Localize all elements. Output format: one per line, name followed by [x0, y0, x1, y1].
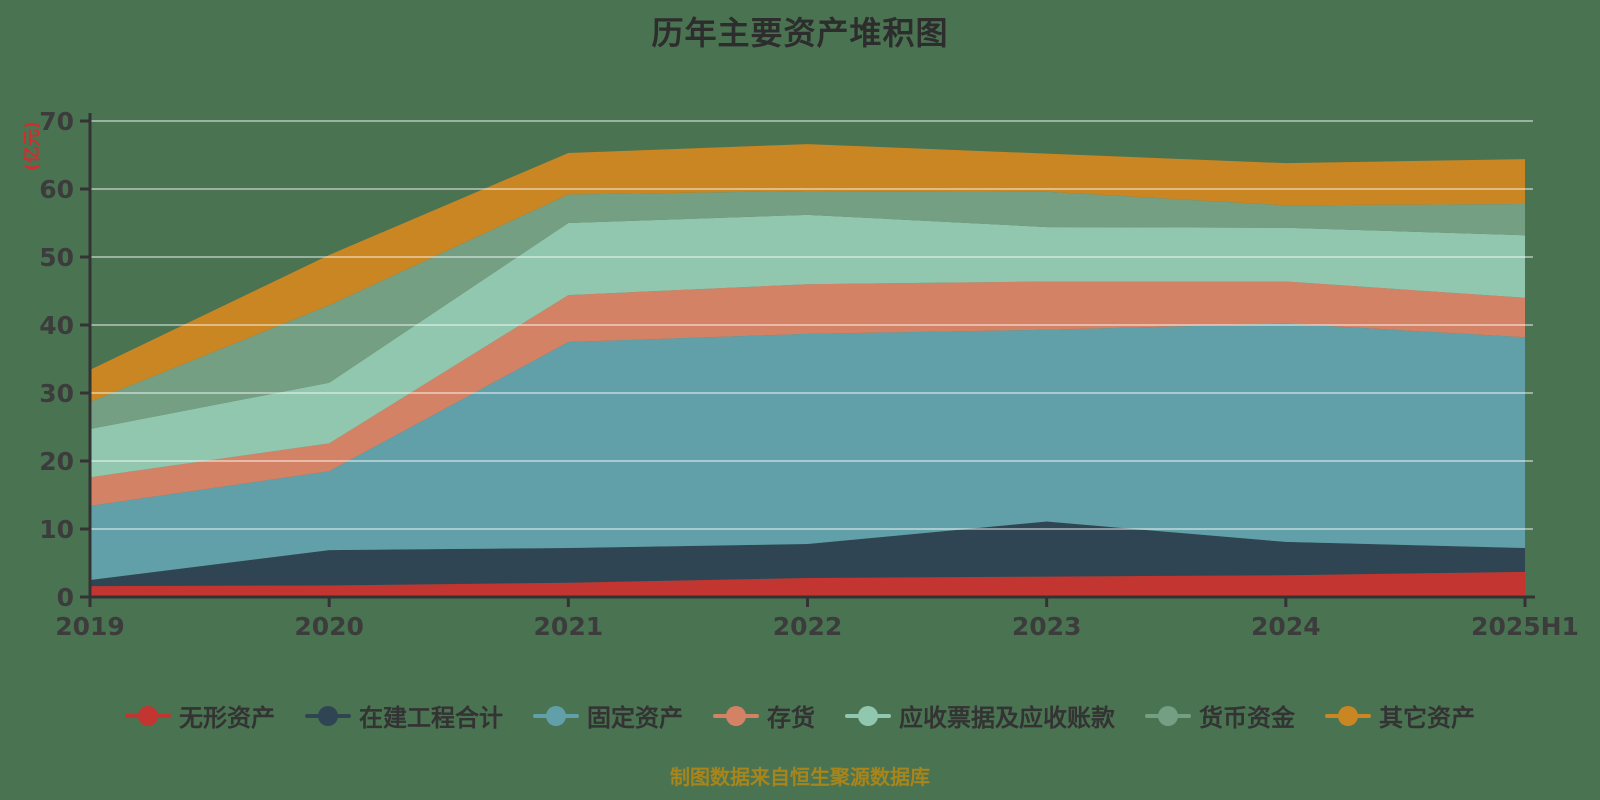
legend-marker-icon	[305, 705, 351, 727]
legend-marker-icon	[845, 705, 891, 727]
legend-marker-icon	[125, 705, 171, 727]
y-tick-label: 0	[57, 583, 74, 612]
legend-label: 存货	[767, 704, 815, 732]
legend-item-固定资产[interactable]: 固定资产	[533, 698, 683, 733]
legend-label: 应收票据及应收账款	[899, 704, 1115, 732]
legend-item-应收票据及应收账款[interactable]: 应收票据及应收账款	[845, 698, 1115, 733]
x-tick-label: 2023	[1012, 612, 1082, 641]
area-应收票据及应收账款[interactable]	[90, 214, 1525, 478]
chart-legend: 无形资产 在建工程合计 固定资产 存货 应收票据及应收账款 货币资金 其它资产	[0, 698, 1600, 733]
x-tick-label: 2024	[1251, 612, 1321, 641]
y-tick-label: 40	[39, 311, 74, 340]
area-存货[interactable]	[90, 281, 1525, 506]
legend-label: 固定资产	[587, 704, 683, 732]
area-货币资金[interactable]	[90, 191, 1525, 430]
y-tick-label: 10	[39, 515, 74, 544]
y-tick-label: 50	[39, 243, 74, 272]
legend-label: 其它资产	[1379, 704, 1475, 732]
x-tick-label: 2025H1	[1471, 612, 1579, 641]
legend-item-存货[interactable]: 存货	[713, 698, 815, 733]
area-固定资产[interactable]	[90, 323, 1525, 580]
legend-label: 在建工程合计	[359, 704, 503, 732]
data-source-note: 制图数据来自恒生聚源数据库	[670, 765, 930, 789]
x-tick-label: 2021	[534, 612, 604, 641]
y-tick-label: 60	[39, 175, 74, 204]
legend-item-货币资金[interactable]: 货币资金	[1145, 698, 1295, 733]
legend-marker-icon	[1325, 705, 1371, 727]
legend-item-在建工程合计[interactable]: 在建工程合计	[305, 698, 503, 733]
legend-label: 无形资产	[179, 704, 275, 732]
area-其它资产[interactable]	[90, 144, 1525, 402]
area-无形资产[interactable]	[90, 571, 1525, 597]
legend-marker-icon	[533, 705, 579, 727]
legend-marker-icon	[713, 705, 759, 727]
legend-marker-icon	[1145, 705, 1191, 727]
x-tick-label: 2022	[773, 612, 843, 641]
y-tick-label: 30	[39, 379, 74, 408]
y-tick-label: 70	[39, 107, 74, 136]
x-tick-label: 2020	[294, 612, 364, 641]
y-tick-label: 20	[39, 447, 74, 476]
chart-title: 历年主要资产堆积图	[651, 14, 949, 52]
legend-item-无形资产[interactable]: 无形资产	[125, 698, 275, 733]
x-tick-label: 2019	[55, 612, 125, 641]
area-在建工程合计[interactable]	[90, 521, 1525, 587]
legend-item-其它资产[interactable]: 其它资产	[1325, 698, 1475, 733]
legend-label: 货币资金	[1199, 704, 1295, 732]
